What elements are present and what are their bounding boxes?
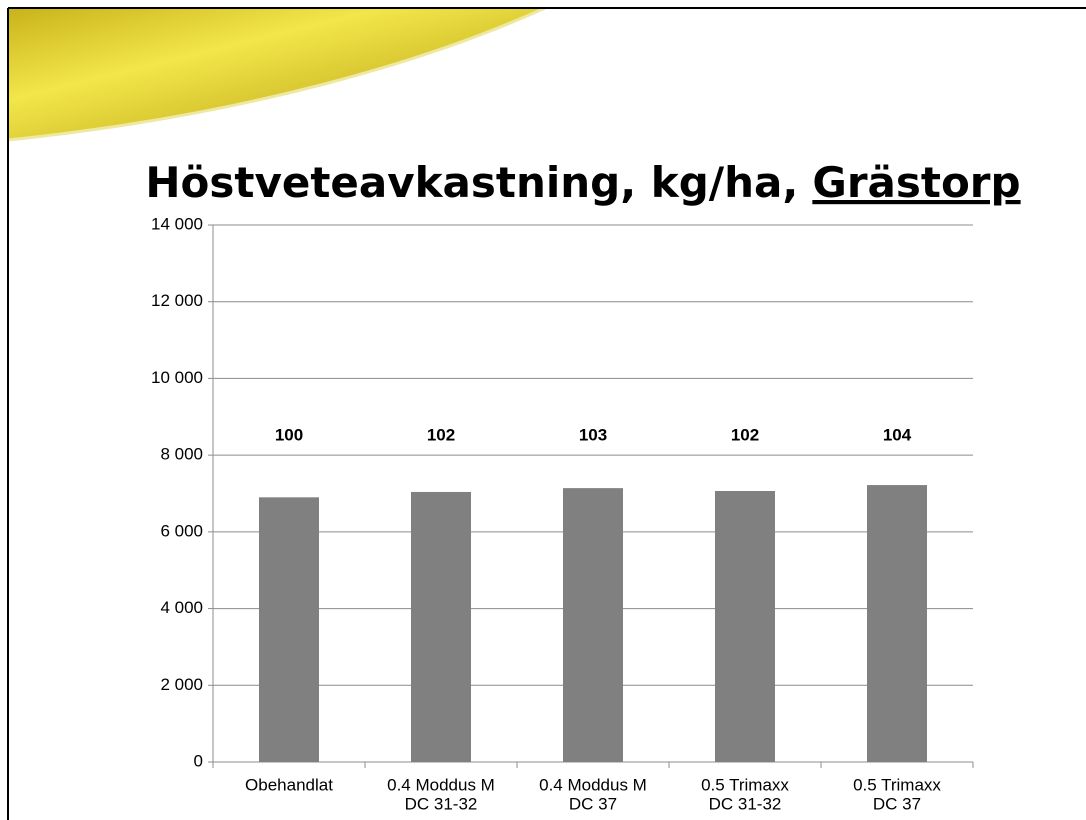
y-tick-label: 14 000 xyxy=(151,214,203,233)
bar xyxy=(563,488,623,762)
y-tick-label: 2 000 xyxy=(160,675,203,694)
bar xyxy=(867,485,927,762)
x-tick-label: 0.5 Trimaxx xyxy=(853,775,941,794)
title-text: Höstveteavkastning, kg/ha, xyxy=(145,158,798,207)
x-tick-label: Obehandlat xyxy=(245,775,333,794)
y-tick-label: 12 000 xyxy=(151,291,203,310)
bar xyxy=(259,497,319,762)
y-tick-label: 8 000 xyxy=(160,445,203,464)
bar xyxy=(411,492,471,762)
y-tick-label: 6 000 xyxy=(160,521,203,540)
y-tick-label: 10 000 xyxy=(151,368,203,387)
x-tick-label: 0.4 Moddus M xyxy=(387,775,495,794)
y-tick-label: 0 xyxy=(194,751,203,770)
index-label: 102 xyxy=(427,425,455,444)
x-tick-label: 0.5 Trimaxx xyxy=(701,775,789,794)
x-tick-label: DC 31-32 xyxy=(709,794,782,813)
x-tick-label: DC 37 xyxy=(569,794,617,813)
index-label: 100 xyxy=(275,425,303,444)
index-label: 102 xyxy=(731,425,759,444)
x-tick-label: DC 37 xyxy=(873,794,921,813)
index-label: 104 xyxy=(883,425,912,444)
index-label: 103 xyxy=(579,425,607,444)
bar xyxy=(715,491,775,762)
page: {"chart_data": {"type": "bar", "title": … xyxy=(0,0,1086,820)
chart-title: Höstveteavkastning, kg/ha, Grästorp xyxy=(145,158,1020,207)
title-place: Grästorp xyxy=(812,158,1020,207)
header-image xyxy=(8,8,545,140)
x-tick-label: 0.4 Moddus M xyxy=(539,775,647,794)
y-tick-label: 4 000 xyxy=(160,598,203,617)
x-tick-label: DC 31-32 xyxy=(405,794,478,813)
slide: Höstveteavkastning, kg/ha, Grästorp 0 2 00… xyxy=(0,0,1086,820)
